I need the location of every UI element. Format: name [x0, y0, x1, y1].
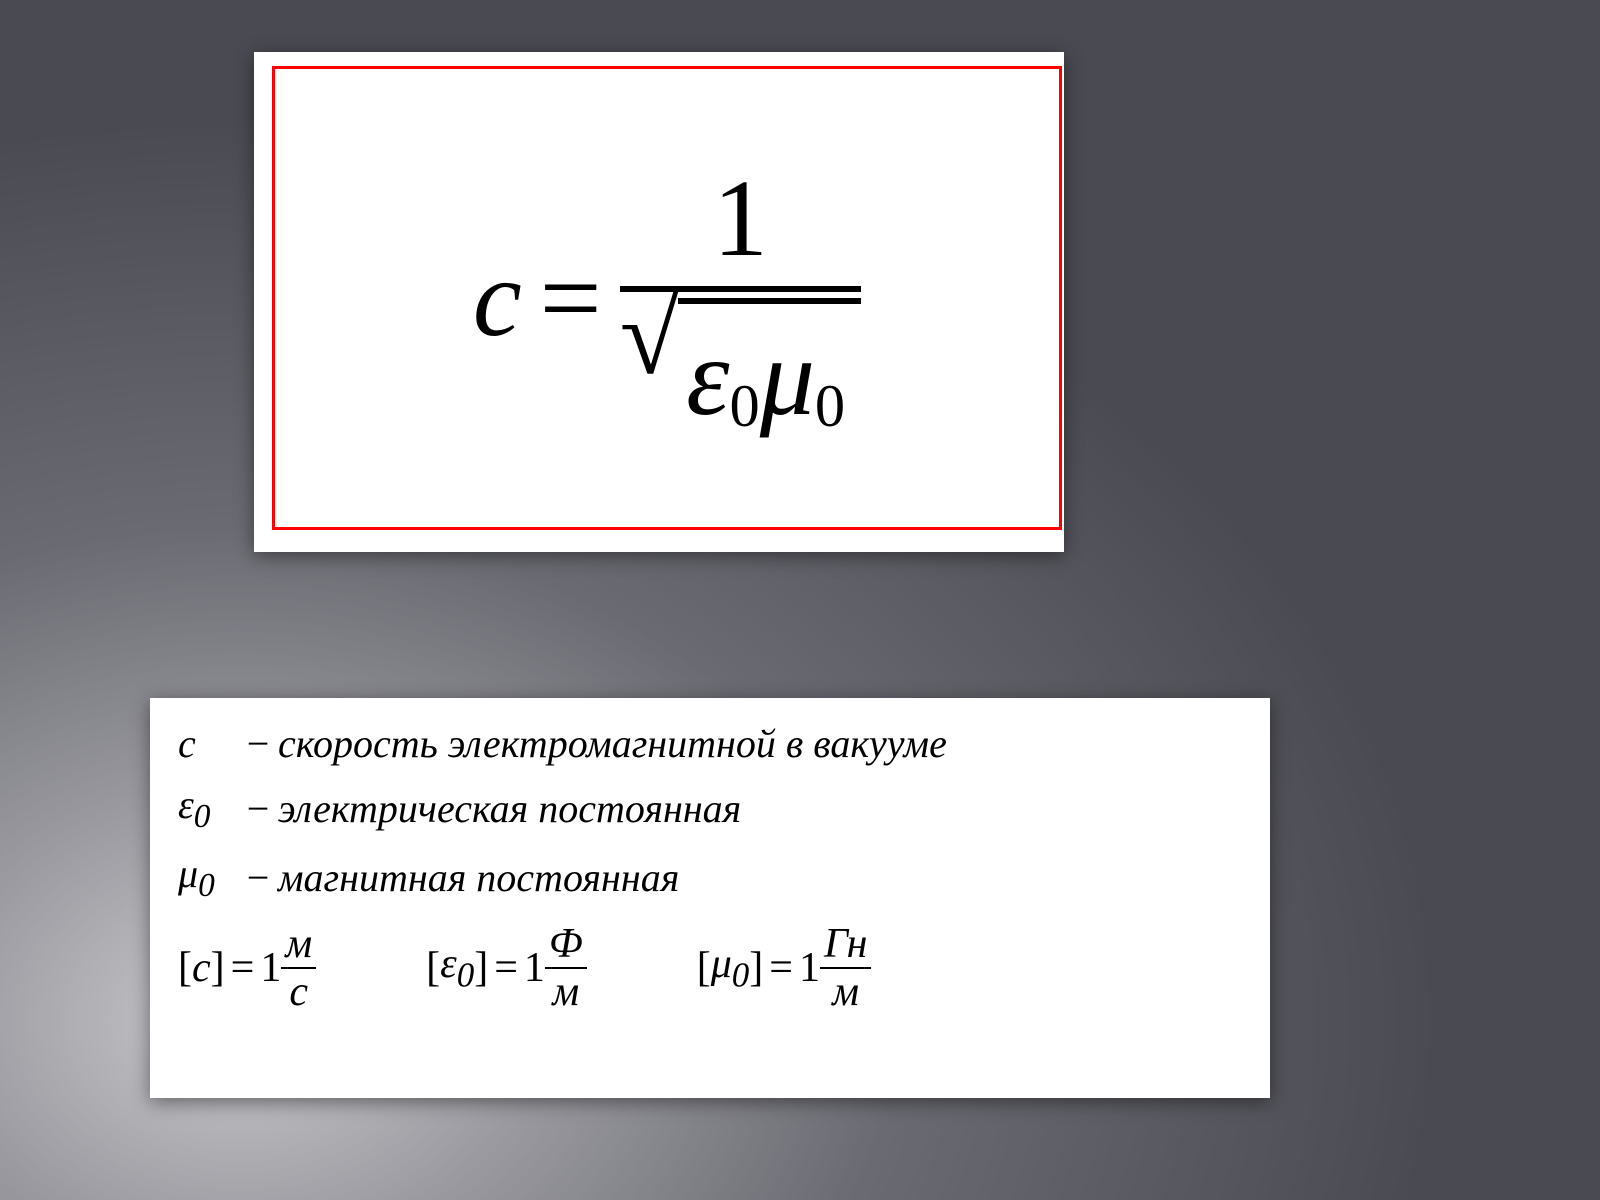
epsilon-subscript: 0: [729, 372, 759, 442]
formula-card: c = 1 √ ε 0 μ 0: [254, 52, 1064, 552]
unit-eps: [ε0] = 1 Ф м: [426, 923, 587, 1013]
unit-num: Ф: [545, 923, 587, 965]
unit-one: 1: [799, 944, 820, 992]
formula-equation: c = 1 √ ε 0 μ 0: [275, 69, 1059, 527]
unit-equals: =: [763, 944, 799, 992]
radical-sign: √: [620, 298, 680, 375]
fraction-denominator: √ ε 0 μ 0: [620, 292, 861, 441]
unit-symbol: ε0: [440, 940, 474, 995]
unit-fraction: Гн м: [820, 923, 871, 1013]
unit-num: м: [281, 923, 316, 965]
fraction: 1 √ ε 0 μ 0: [620, 155, 861, 441]
def-symbol: ε0: [178, 781, 238, 836]
unit-num: Гн: [820, 923, 871, 965]
unit-one: 1: [260, 944, 281, 992]
unit-equals: =: [488, 944, 524, 992]
mu-subscript: 0: [815, 372, 845, 442]
def-dash: −: [238, 785, 278, 832]
mu-symbol: μ: [760, 314, 815, 441]
fraction-numerator: 1: [703, 155, 778, 286]
definitions-card: c − скорость электромагнитной в вакууме …: [150, 698, 1270, 1098]
unit-fraction: Ф м: [545, 923, 587, 1013]
epsilon-symbol: ε: [686, 314, 729, 441]
formula-border: c = 1 √ ε 0 μ 0: [272, 66, 1062, 530]
unit-symbol: c: [192, 944, 211, 992]
units-row: [c] = 1 м с [ε0] = 1 Ф м [μ0] = 1 Гн: [178, 923, 1242, 1013]
def-text: магнитная постоянная: [278, 854, 679, 901]
unit-fraction: м с: [281, 923, 316, 1013]
unit-den: м: [828, 971, 863, 1013]
definition-line: μ0 − магнитная постоянная: [178, 850, 1242, 905]
unit-symbol: μ0: [711, 940, 750, 995]
def-dash: −: [238, 854, 278, 901]
def-symbol: μ0: [178, 850, 238, 905]
unit-one: 1: [524, 944, 545, 992]
formula-lhs: c: [473, 235, 522, 362]
unit-mu: [μ0] = 1 Гн м: [697, 923, 872, 1013]
def-text: электрическая постоянная: [278, 785, 741, 832]
equals-sign: =: [522, 235, 620, 362]
definition-line: ε0 − электрическая постоянная: [178, 781, 1242, 836]
def-dash: −: [238, 720, 278, 767]
unit-den: м: [548, 971, 583, 1013]
unit-equals: =: [225, 944, 261, 992]
radicand: ε 0 μ 0: [678, 298, 861, 441]
definition-line: c − скорость электромагнитной в вакууме: [178, 720, 1242, 767]
unit-c: [c] = 1 м с: [178, 923, 316, 1013]
unit-den: с: [285, 971, 312, 1013]
def-symbol: c: [178, 720, 238, 767]
def-text: скорость электромагнитной в вакууме: [278, 720, 947, 767]
square-root: √ ε 0 μ 0: [620, 298, 861, 441]
